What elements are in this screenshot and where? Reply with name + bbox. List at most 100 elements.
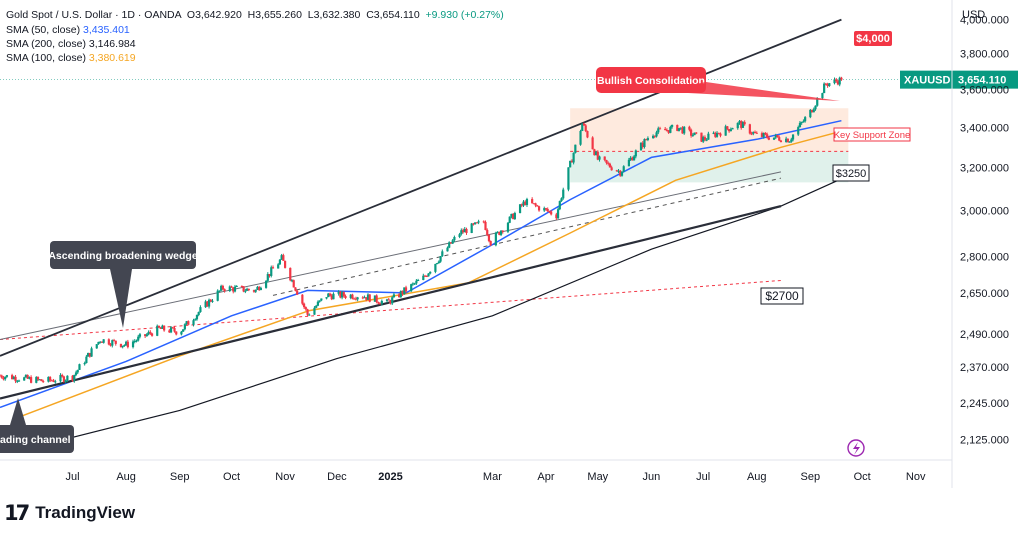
candle[interactable] <box>449 242 453 244</box>
candle[interactable] <box>572 152 575 163</box>
candle[interactable] <box>339 291 342 298</box>
last-price-tag[interactable] <box>952 70 1018 89</box>
sma100-legend[interactable]: SMA (100, close) 3,380.619 <box>6 51 136 65</box>
candle[interactable] <box>690 129 693 136</box>
candle[interactable] <box>669 126 672 133</box>
candle[interactable] <box>738 121 741 123</box>
candle[interactable] <box>667 130 670 133</box>
candle[interactable] <box>484 221 487 230</box>
candle[interactable] <box>144 334 147 337</box>
candle[interactable] <box>555 214 558 219</box>
candle[interactable] <box>736 122 739 129</box>
candle[interactable] <box>569 160 572 168</box>
consolidation-zone[interactable] <box>570 108 849 152</box>
candle[interactable] <box>531 199 534 204</box>
candle[interactable] <box>259 287 262 291</box>
candle[interactable] <box>472 223 475 225</box>
candle[interactable] <box>574 144 577 153</box>
candle[interactable] <box>73 374 76 381</box>
candle[interactable] <box>518 204 522 214</box>
candle[interactable] <box>446 247 449 252</box>
candle[interactable] <box>486 229 489 235</box>
candle[interactable] <box>379 303 382 305</box>
candle[interactable] <box>534 203 537 206</box>
candle[interactable] <box>634 150 637 157</box>
candle[interactable] <box>230 286 233 288</box>
support-zone[interactable] <box>570 151 849 183</box>
candle[interactable] <box>0 375 2 377</box>
candle[interactable] <box>280 255 283 260</box>
candle[interactable] <box>645 139 648 141</box>
candle[interactable] <box>209 299 212 302</box>
dashed-trendline[interactable] <box>272 177 782 296</box>
candle[interactable] <box>169 327 173 333</box>
candle[interactable] <box>145 334 148 337</box>
candle[interactable] <box>308 314 311 316</box>
candle[interactable] <box>40 379 43 382</box>
candle[interactable] <box>586 131 589 138</box>
candle[interactable] <box>798 122 802 128</box>
candle[interactable] <box>185 321 188 325</box>
candle[interactable] <box>477 221 480 223</box>
candle[interactable] <box>560 198 563 202</box>
sma50-legend[interactable]: SMA (50, close) 3,435.401 <box>6 23 130 37</box>
tradingview-logo[interactable]: 17 TradingView <box>4 500 135 526</box>
candle[interactable] <box>596 151 599 160</box>
candle[interactable] <box>579 130 582 145</box>
candle[interactable] <box>102 339 105 343</box>
candle[interactable] <box>254 289 257 292</box>
channel-line[interactable] <box>0 171 782 341</box>
candle[interactable] <box>482 221 485 223</box>
candle[interactable] <box>474 222 477 225</box>
candle[interactable] <box>5 375 9 377</box>
candle[interactable] <box>800 122 803 124</box>
candle[interactable] <box>802 121 805 123</box>
candle[interactable] <box>195 314 199 320</box>
candle[interactable] <box>762 132 765 137</box>
candle[interactable] <box>510 213 513 217</box>
candle[interactable] <box>567 167 570 190</box>
candle[interactable] <box>823 83 826 94</box>
candle[interactable] <box>451 240 454 244</box>
candle[interactable] <box>437 261 440 264</box>
candle[interactable] <box>532 203 535 205</box>
candle[interactable] <box>809 109 812 118</box>
candle[interactable] <box>653 135 656 137</box>
candle[interactable] <box>35 377 38 383</box>
candle[interactable] <box>425 276 428 278</box>
candle[interactable] <box>100 341 104 343</box>
candle[interactable] <box>741 122 745 128</box>
candle[interactable] <box>301 294 304 304</box>
candle[interactable] <box>85 356 88 364</box>
candle[interactable] <box>292 280 295 288</box>
sma200-legend[interactable]: SMA (200, close) 3,146.984 <box>6 37 136 51</box>
candle[interactable] <box>235 286 238 288</box>
candle[interactable] <box>266 274 269 281</box>
candle[interactable] <box>717 132 720 134</box>
candle[interactable] <box>368 294 371 302</box>
bullish-callout[interactable] <box>596 67 706 93</box>
candle[interactable] <box>54 381 57 383</box>
candle[interactable] <box>544 208 548 210</box>
candle[interactable] <box>271 267 275 269</box>
candle[interactable] <box>498 231 501 235</box>
candle[interactable] <box>724 126 727 136</box>
candle[interactable] <box>463 228 466 233</box>
candle[interactable] <box>4 376 7 380</box>
candle[interactable] <box>620 171 624 176</box>
candle[interactable] <box>204 301 207 308</box>
candle[interactable] <box>340 292 344 298</box>
candle[interactable] <box>683 126 686 134</box>
candle[interactable] <box>71 375 74 381</box>
candle[interactable] <box>415 280 418 284</box>
candle[interactable] <box>475 222 478 224</box>
candle[interactable] <box>206 301 209 307</box>
candle[interactable] <box>282 255 285 261</box>
candle[interactable] <box>337 291 340 294</box>
candle[interactable] <box>743 122 746 125</box>
candle[interactable] <box>512 213 515 220</box>
candle[interactable] <box>776 135 779 138</box>
candle[interactable] <box>373 295 377 302</box>
candle[interactable] <box>487 234 491 242</box>
candle[interactable] <box>380 300 383 305</box>
